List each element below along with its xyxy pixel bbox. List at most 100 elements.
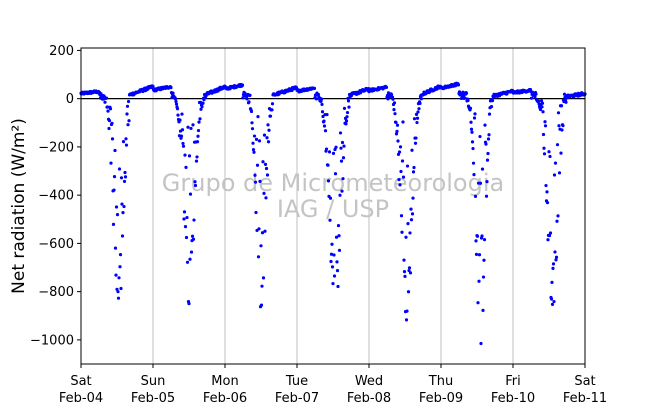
- data-point: [265, 173, 270, 177]
- data-point: [151, 84, 155, 88]
- data-point: [321, 114, 325, 119]
- data-point: [557, 171, 562, 175]
- data-point: [480, 167, 485, 171]
- data-point: [551, 262, 556, 266]
- data-point: [341, 156, 346, 160]
- data-point: [391, 97, 395, 101]
- data-point: [395, 129, 399, 133]
- data-point: [406, 222, 410, 226]
- data-point: [416, 110, 420, 114]
- data-point: [549, 297, 554, 301]
- data-point: [342, 144, 346, 148]
- data-point: [111, 222, 116, 226]
- data-point: [545, 201, 550, 205]
- data-point: [257, 139, 262, 143]
- x-tick-label-day: Sat: [70, 374, 91, 389]
- data-point: [399, 214, 404, 218]
- data-point: [408, 271, 413, 275]
- data-point: [490, 98, 495, 103]
- data-point: [184, 235, 189, 240]
- data-point: [188, 192, 193, 196]
- data-point: [484, 194, 489, 198]
- data-point: [542, 146, 546, 150]
- data-point: [263, 162, 268, 166]
- data-point: [270, 102, 275, 106]
- data-point: [126, 123, 130, 127]
- data-point: [182, 210, 187, 214]
- data-point: [196, 134, 200, 138]
- data-point: [401, 175, 406, 179]
- x-tick-label-day: Thu: [428, 374, 453, 389]
- data-point: [485, 158, 490, 162]
- data-point: [123, 175, 128, 179]
- data-point: [124, 143, 129, 147]
- data-point: [330, 265, 335, 269]
- y-tick-label: −400: [38, 189, 74, 204]
- data-point: [541, 132, 546, 137]
- data-point: [326, 163, 330, 167]
- data-point: [394, 132, 399, 136]
- data-point: [417, 107, 421, 111]
- data-point: [178, 118, 182, 122]
- data-point: [193, 183, 198, 188]
- data-point: [252, 150, 256, 154]
- x-tick-label-date: Feb-11: [563, 391, 607, 406]
- data-point: [195, 140, 200, 144]
- data-point: [183, 153, 187, 157]
- data-point: [544, 183, 548, 188]
- data-point: [316, 92, 321, 97]
- data-point: [402, 270, 407, 274]
- data-point: [402, 258, 406, 262]
- data-point: [199, 107, 203, 111]
- data-point: [339, 146, 343, 150]
- data-point: [397, 177, 401, 182]
- data-point: [171, 91, 175, 95]
- data-point: [474, 239, 478, 243]
- data-point: [331, 151, 336, 155]
- data-point: [329, 252, 334, 256]
- data-point: [114, 273, 118, 277]
- data-point: [484, 142, 488, 146]
- x-tick-label-day: Sat: [574, 374, 595, 389]
- data-point: [393, 112, 397, 116]
- data-point: [120, 202, 124, 206]
- data-point: [552, 173, 557, 177]
- x-tick-label-date: Feb-06: [203, 391, 247, 406]
- data-point: [245, 97, 249, 101]
- data-point: [486, 137, 491, 141]
- data-point: [482, 237, 487, 242]
- data-point: [554, 258, 558, 262]
- data-point: [411, 170, 416, 174]
- data-point: [184, 165, 188, 169]
- data-point: [338, 131, 343, 135]
- y-tick-label: 200: [49, 44, 74, 59]
- data-point: [125, 112, 129, 116]
- data-point: [260, 231, 265, 235]
- data-point: [529, 96, 534, 100]
- data-point: [180, 112, 184, 116]
- data-point: [340, 140, 345, 145]
- data-point: [323, 129, 328, 133]
- data-point: [112, 175, 117, 179]
- data-point: [533, 95, 537, 99]
- data-point: [189, 250, 194, 254]
- data-point: [410, 148, 414, 152]
- data-point: [181, 141, 185, 146]
- data-point: [125, 104, 130, 108]
- data-point: [550, 302, 555, 307]
- data-point: [419, 97, 424, 101]
- data-point: [251, 148, 256, 152]
- data-point: [481, 275, 486, 279]
- data-point: [456, 83, 461, 87]
- x-tick-label-date: Feb-09: [419, 391, 463, 406]
- data-point: [266, 140, 271, 144]
- data-point: [261, 276, 266, 280]
- data-point: [555, 219, 559, 223]
- data-point: [412, 165, 416, 170]
- data-point: [122, 204, 126, 209]
- data-point: [253, 180, 258, 184]
- watermark-line-1: Grupo de Micrometeorologia: [162, 169, 504, 197]
- data-point: [415, 116, 420, 120]
- data-point: [319, 97, 324, 101]
- data-point: [476, 301, 480, 305]
